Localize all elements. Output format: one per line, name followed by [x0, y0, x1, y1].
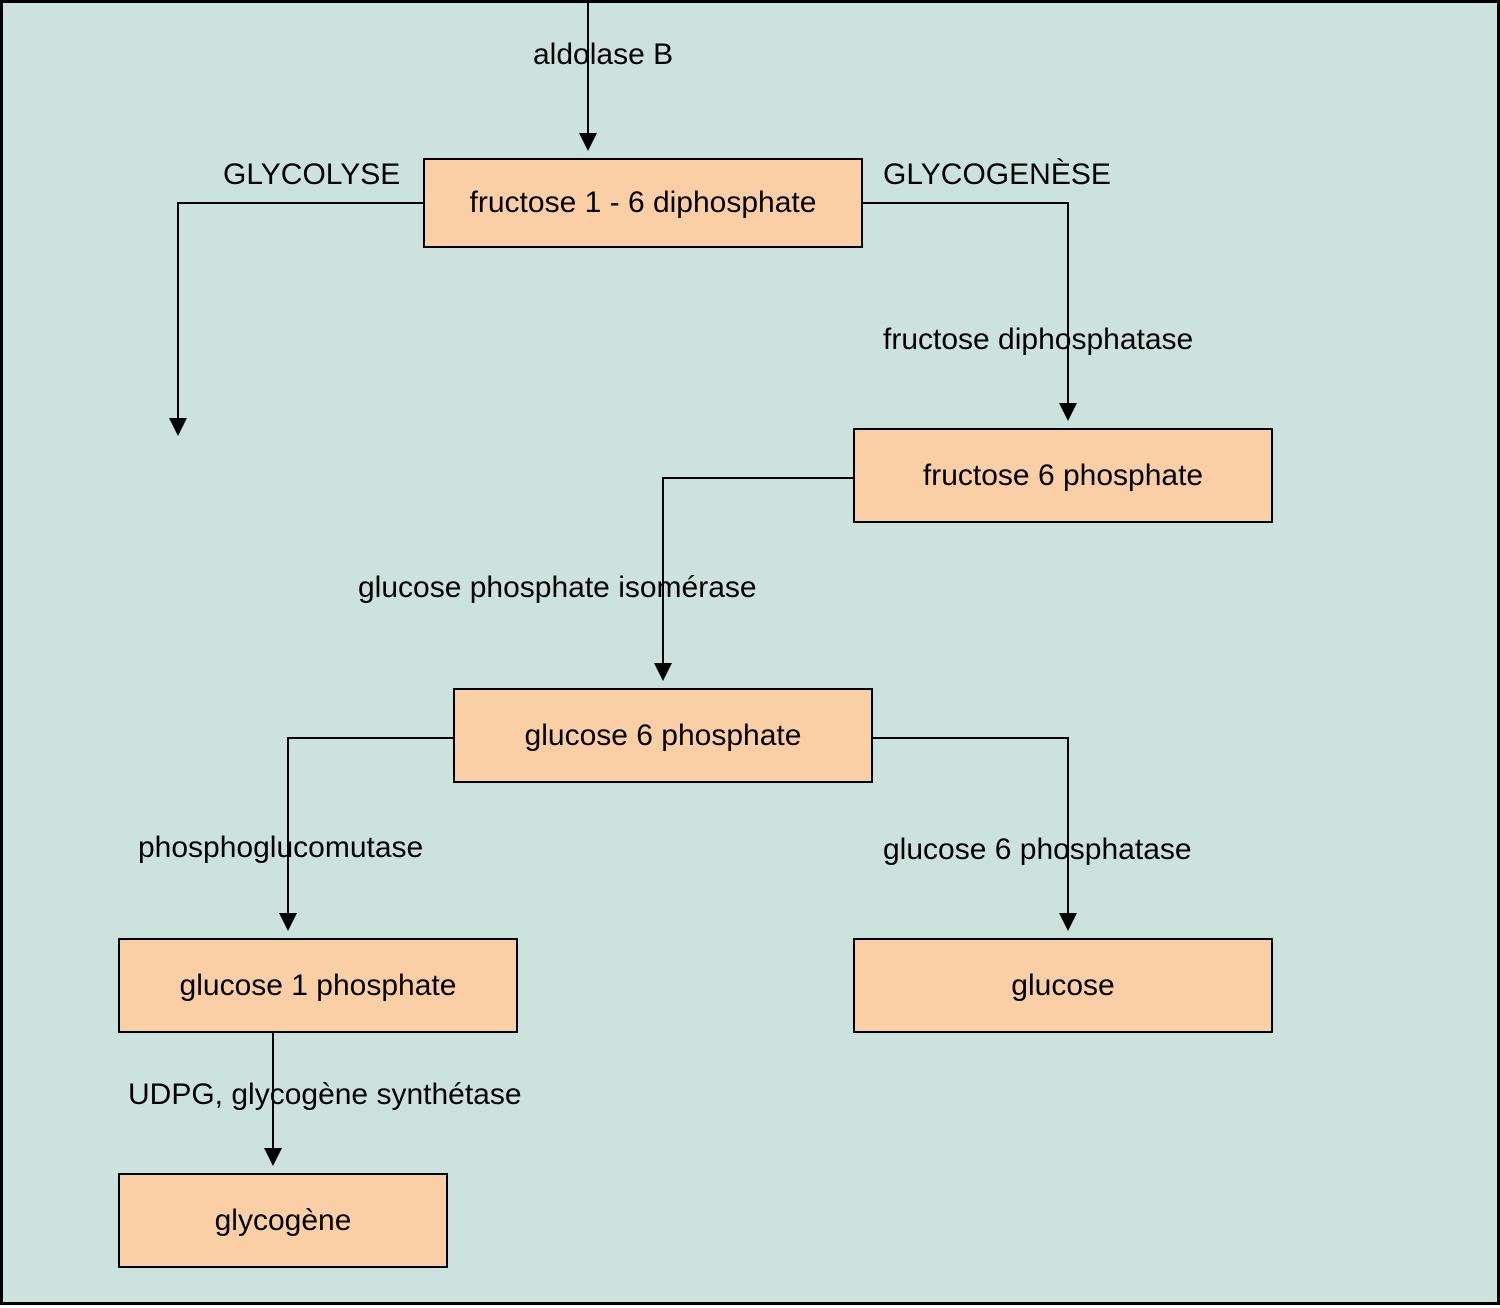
label-glucose-6-phosphatase: glucose 6 phosphatase — [883, 833, 1192, 867]
node-fructose-1-6-diphosphate: fructose 1 - 6 diphosphate — [423, 158, 863, 248]
label-phosphoglucomutase: phosphoglucomutase — [138, 831, 423, 865]
node-label: fructose 6 phosphate — [923, 459, 1203, 493]
label-glycogenese: GLYCOGENÈSE — [883, 158, 1111, 192]
node-label: fructose 1 - 6 diphosphate — [470, 186, 817, 220]
label-udpg-glycogene-synthetase: UDPG, glycogène synthétase — [128, 1078, 522, 1112]
node-glucose-1-phosphate: glucose 1 phosphate — [118, 938, 518, 1033]
label-aldolase-b: aldolase B — [533, 38, 673, 72]
node-glucose: glucose — [853, 938, 1273, 1033]
node-glycogene: glycogène — [118, 1173, 448, 1268]
diagram-canvas: fructose 1 - 6 diphosphate fructose 6 ph… — [0, 0, 1500, 1305]
label-glycolyse: GLYCOLYSE — [223, 158, 400, 192]
label-fructose-diphosphatase: fructose diphosphatase — [883, 323, 1193, 357]
node-label: glycogène — [215, 1204, 352, 1238]
node-label: glucose — [1011, 969, 1114, 1003]
node-label: glucose 1 phosphate — [180, 969, 457, 1003]
node-label: glucose 6 phosphate — [525, 719, 802, 753]
node-glucose-6-phosphate: glucose 6 phosphate — [453, 688, 873, 783]
node-fructose-6-phosphate: fructose 6 phosphate — [853, 428, 1273, 523]
label-glucose-phosphate-isomerase: glucose phosphate isomérase — [358, 571, 757, 605]
